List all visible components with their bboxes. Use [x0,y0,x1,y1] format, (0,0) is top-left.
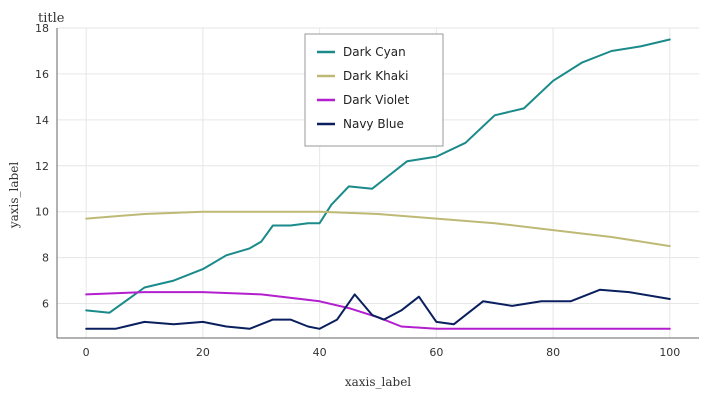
x-tick-label: 60 [429,346,443,359]
x-axis-title: xaxis_label [345,375,411,389]
x-tick-label: 20 [196,346,210,359]
x-tick-label: 100 [659,346,680,359]
y-tick-label: 12 [35,160,49,173]
axes: 6 8 10 12 14 16 18 0 20 40 60 80 100 [35,22,699,359]
y-tick-label: 14 [35,114,49,127]
y-tick-label: 10 [35,206,49,219]
y-tick-label: 6 [42,298,49,311]
legend-label-dark-violet: Dark Violet [343,93,410,107]
x-tick-label: 40 [313,346,327,359]
chart-title: title [38,11,65,26]
y-tick-label: 16 [35,68,49,81]
y-axis-title: yaxis_label [7,162,21,229]
legend-label-dark-cyan: Dark Cyan [343,45,406,59]
grid [57,27,699,338]
series-line-dark-khaki [85,210,671,248]
x-tick-label: 0 [83,346,90,359]
series-line-navy-blue [85,288,671,330]
y-tick-label: 8 [42,252,49,265]
legend-label-navy-blue: Navy Blue [343,117,404,131]
legend: Dark Cyan Dark Khaki Dark Violet Navy Blue [304,33,444,147]
series-line-dark-cyan [85,38,671,314]
legend-label-dark-khaki: Dark Khaki [343,69,408,83]
y-tick-label: 18 [35,22,49,35]
x-tick-label: 80 [546,346,560,359]
series-lines [85,38,671,330]
